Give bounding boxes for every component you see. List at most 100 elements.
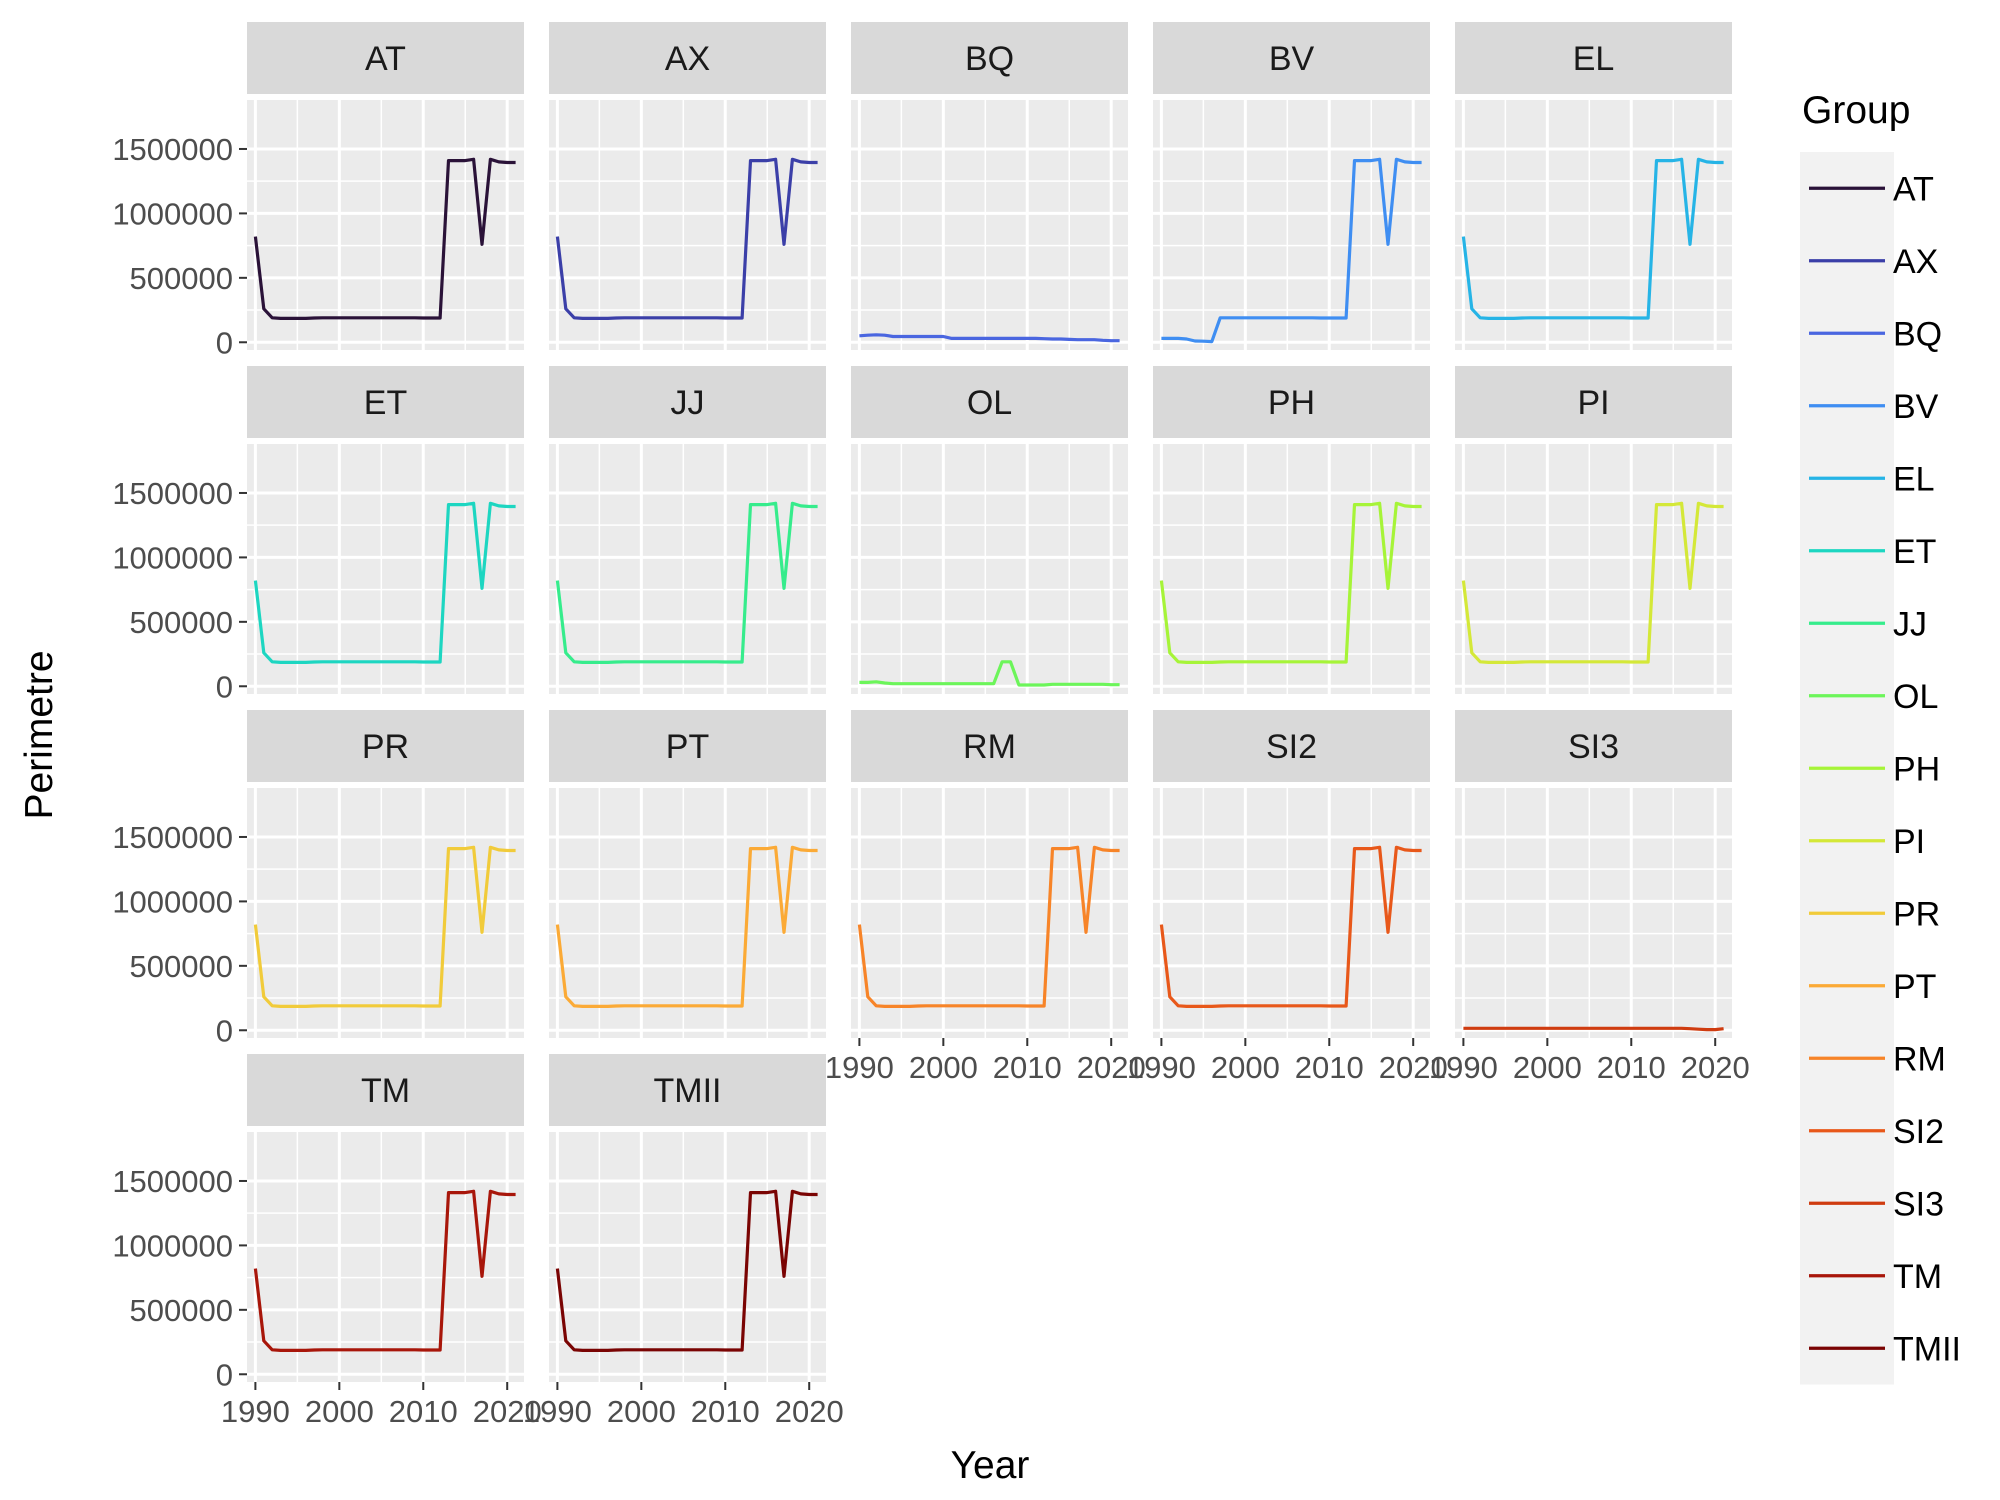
x-tick-label: 2010 bbox=[1295, 1050, 1364, 1085]
panel-background bbox=[1153, 100, 1430, 350]
facet-panel-pt: PT bbox=[549, 710, 826, 1038]
x-tick-label: 2000 bbox=[1513, 1050, 1582, 1085]
facet-strip-label: PI bbox=[1577, 384, 1609, 422]
y-tick-label: 0 bbox=[216, 325, 233, 360]
facet-strip-label: PR bbox=[362, 728, 409, 766]
panel-background bbox=[1153, 444, 1430, 694]
x-tick-label: 2000 bbox=[305, 1394, 374, 1429]
x-tick-label: 1990 bbox=[1127, 1050, 1196, 1085]
series-line-bq bbox=[859, 333, 1120, 343]
facet-strip bbox=[247, 1054, 524, 1126]
facet-strip bbox=[1455, 22, 1732, 94]
facet-strip-label: BV bbox=[1269, 40, 1315, 78]
facet-strip bbox=[851, 22, 1128, 94]
panel-background bbox=[549, 1132, 826, 1382]
facet-strip bbox=[549, 1054, 826, 1126]
facet-strip-label: RM bbox=[963, 728, 1016, 766]
facet-strip-label: ET bbox=[364, 384, 407, 422]
facet-strip bbox=[851, 710, 1128, 782]
panel-background bbox=[247, 444, 524, 694]
facet-strip-label: TM bbox=[361, 1072, 410, 1110]
facet-strip bbox=[247, 22, 524, 94]
legend-label-tm: TM bbox=[1893, 1258, 1942, 1296]
y-tick-label: 1500000 bbox=[112, 1164, 233, 1199]
facet-panel-bq: BQ bbox=[851, 22, 1128, 350]
facet-strip bbox=[1153, 22, 1430, 94]
series-line-si3 bbox=[1463, 1026, 1724, 1032]
panel-background bbox=[549, 100, 826, 350]
panel-background bbox=[549, 788, 826, 1038]
series-line-ol bbox=[859, 660, 1120, 687]
series-line-bv bbox=[1161, 157, 1422, 344]
facet-strip-label: AT bbox=[365, 40, 406, 78]
x-tick-label: 1990 bbox=[221, 1394, 290, 1429]
facet-panel-pi: PI bbox=[1455, 366, 1732, 694]
facet-panel-pr: PR 0 500000 1000000 1500000 bbox=[112, 710, 524, 1048]
facet-strip bbox=[1455, 710, 1732, 782]
y-tick-label: 0 bbox=[216, 669, 233, 704]
facet-strip bbox=[851, 366, 1128, 438]
series-line-el bbox=[1461, 157, 1724, 320]
y-tick-label: 1500000 bbox=[112, 132, 233, 167]
facet-strip-label: SI3 bbox=[1568, 728, 1619, 766]
series-line-et bbox=[253, 501, 516, 665]
legend-label-si3: SI3 bbox=[1893, 1185, 1944, 1223]
panel-background bbox=[247, 788, 524, 1038]
facet-strip-label: JJ bbox=[671, 384, 705, 422]
facet-panel-et: ET 0 500000 1000000 1500000 bbox=[112, 366, 524, 704]
y-axis-title: Perimetre bbox=[18, 650, 61, 819]
legend-label-bv: BV bbox=[1893, 388, 1939, 426]
legend-label-bq: BQ bbox=[1893, 315, 1942, 353]
facet-strip-label: OL bbox=[967, 384, 1012, 422]
series-line-at bbox=[253, 157, 516, 320]
panel-background bbox=[851, 788, 1128, 1038]
series-line-tm bbox=[253, 1189, 516, 1353]
y-tick-label: 1500000 bbox=[112, 820, 233, 855]
series-line-pi bbox=[1461, 501, 1724, 665]
legend: Group AT AX BQ BV EL ET JJ OL PH PI PR PT RM SI2 SI3 TM T… bbox=[1800, 89, 1961, 1385]
panel-background bbox=[1455, 788, 1732, 1038]
x-tick-label: 1990 bbox=[523, 1394, 592, 1429]
facet-strip bbox=[247, 366, 524, 438]
x-tick-label: 2000 bbox=[909, 1050, 978, 1085]
legend-label-pr: PR bbox=[1893, 895, 1940, 933]
legend-label-rm: RM bbox=[1893, 1040, 1946, 1078]
x-tick-label: 2020 bbox=[1379, 1050, 1448, 1085]
series-line-si2 bbox=[1159, 845, 1422, 1009]
legend-label-at: AT bbox=[1893, 170, 1934, 208]
x-tick-label: 2000 bbox=[607, 1394, 676, 1429]
facet-panel-el: EL bbox=[1455, 22, 1732, 350]
facet-strip-label: EL bbox=[1573, 40, 1615, 78]
x-tick-label: 2020 bbox=[1681, 1050, 1750, 1085]
series-line-jj bbox=[555, 501, 818, 665]
series-line-pt bbox=[555, 845, 818, 1009]
series-line-ax bbox=[555, 157, 818, 320]
y-tick-label: 500000 bbox=[130, 261, 233, 296]
x-tick-label: 1990 bbox=[1429, 1050, 1498, 1085]
facet-panel-tmii: TMII 1990 2000 2010 2020 bbox=[523, 1054, 844, 1429]
x-tick-label: 2000 bbox=[1211, 1050, 1280, 1085]
x-tick-label: 2010 bbox=[993, 1050, 1062, 1085]
facet-strip bbox=[549, 366, 826, 438]
y-tick-label: 500000 bbox=[130, 605, 233, 640]
series-line-rm bbox=[857, 845, 1120, 1009]
facet-strip bbox=[549, 22, 826, 94]
legend-label-si2: SI2 bbox=[1893, 1113, 1944, 1151]
y-tick-label: 500000 bbox=[130, 949, 233, 984]
y-tick-label: 1000000 bbox=[112, 196, 233, 231]
y-tick-label: 1500000 bbox=[112, 476, 233, 511]
legend-label-ol: OL bbox=[1893, 678, 1938, 716]
facet-panel-bv: BV bbox=[1153, 22, 1430, 350]
facet-panel-jj: JJ bbox=[549, 366, 826, 694]
panel-background bbox=[1455, 444, 1732, 694]
panel-background bbox=[1153, 788, 1430, 1038]
panel-background bbox=[549, 444, 826, 694]
facet-strip-label: PH bbox=[1268, 384, 1315, 422]
legend-label-pi: PI bbox=[1893, 823, 1925, 861]
facet-panel-ol: OL bbox=[851, 366, 1128, 694]
y-tick-label: 1000000 bbox=[112, 884, 233, 919]
series-line-tmii bbox=[555, 1189, 818, 1353]
facet-panel-si3: SI3 1990 2000 2010 2020 bbox=[1429, 710, 1750, 1085]
x-tick-label: 2010 bbox=[691, 1394, 760, 1429]
facet-strip bbox=[247, 710, 524, 782]
